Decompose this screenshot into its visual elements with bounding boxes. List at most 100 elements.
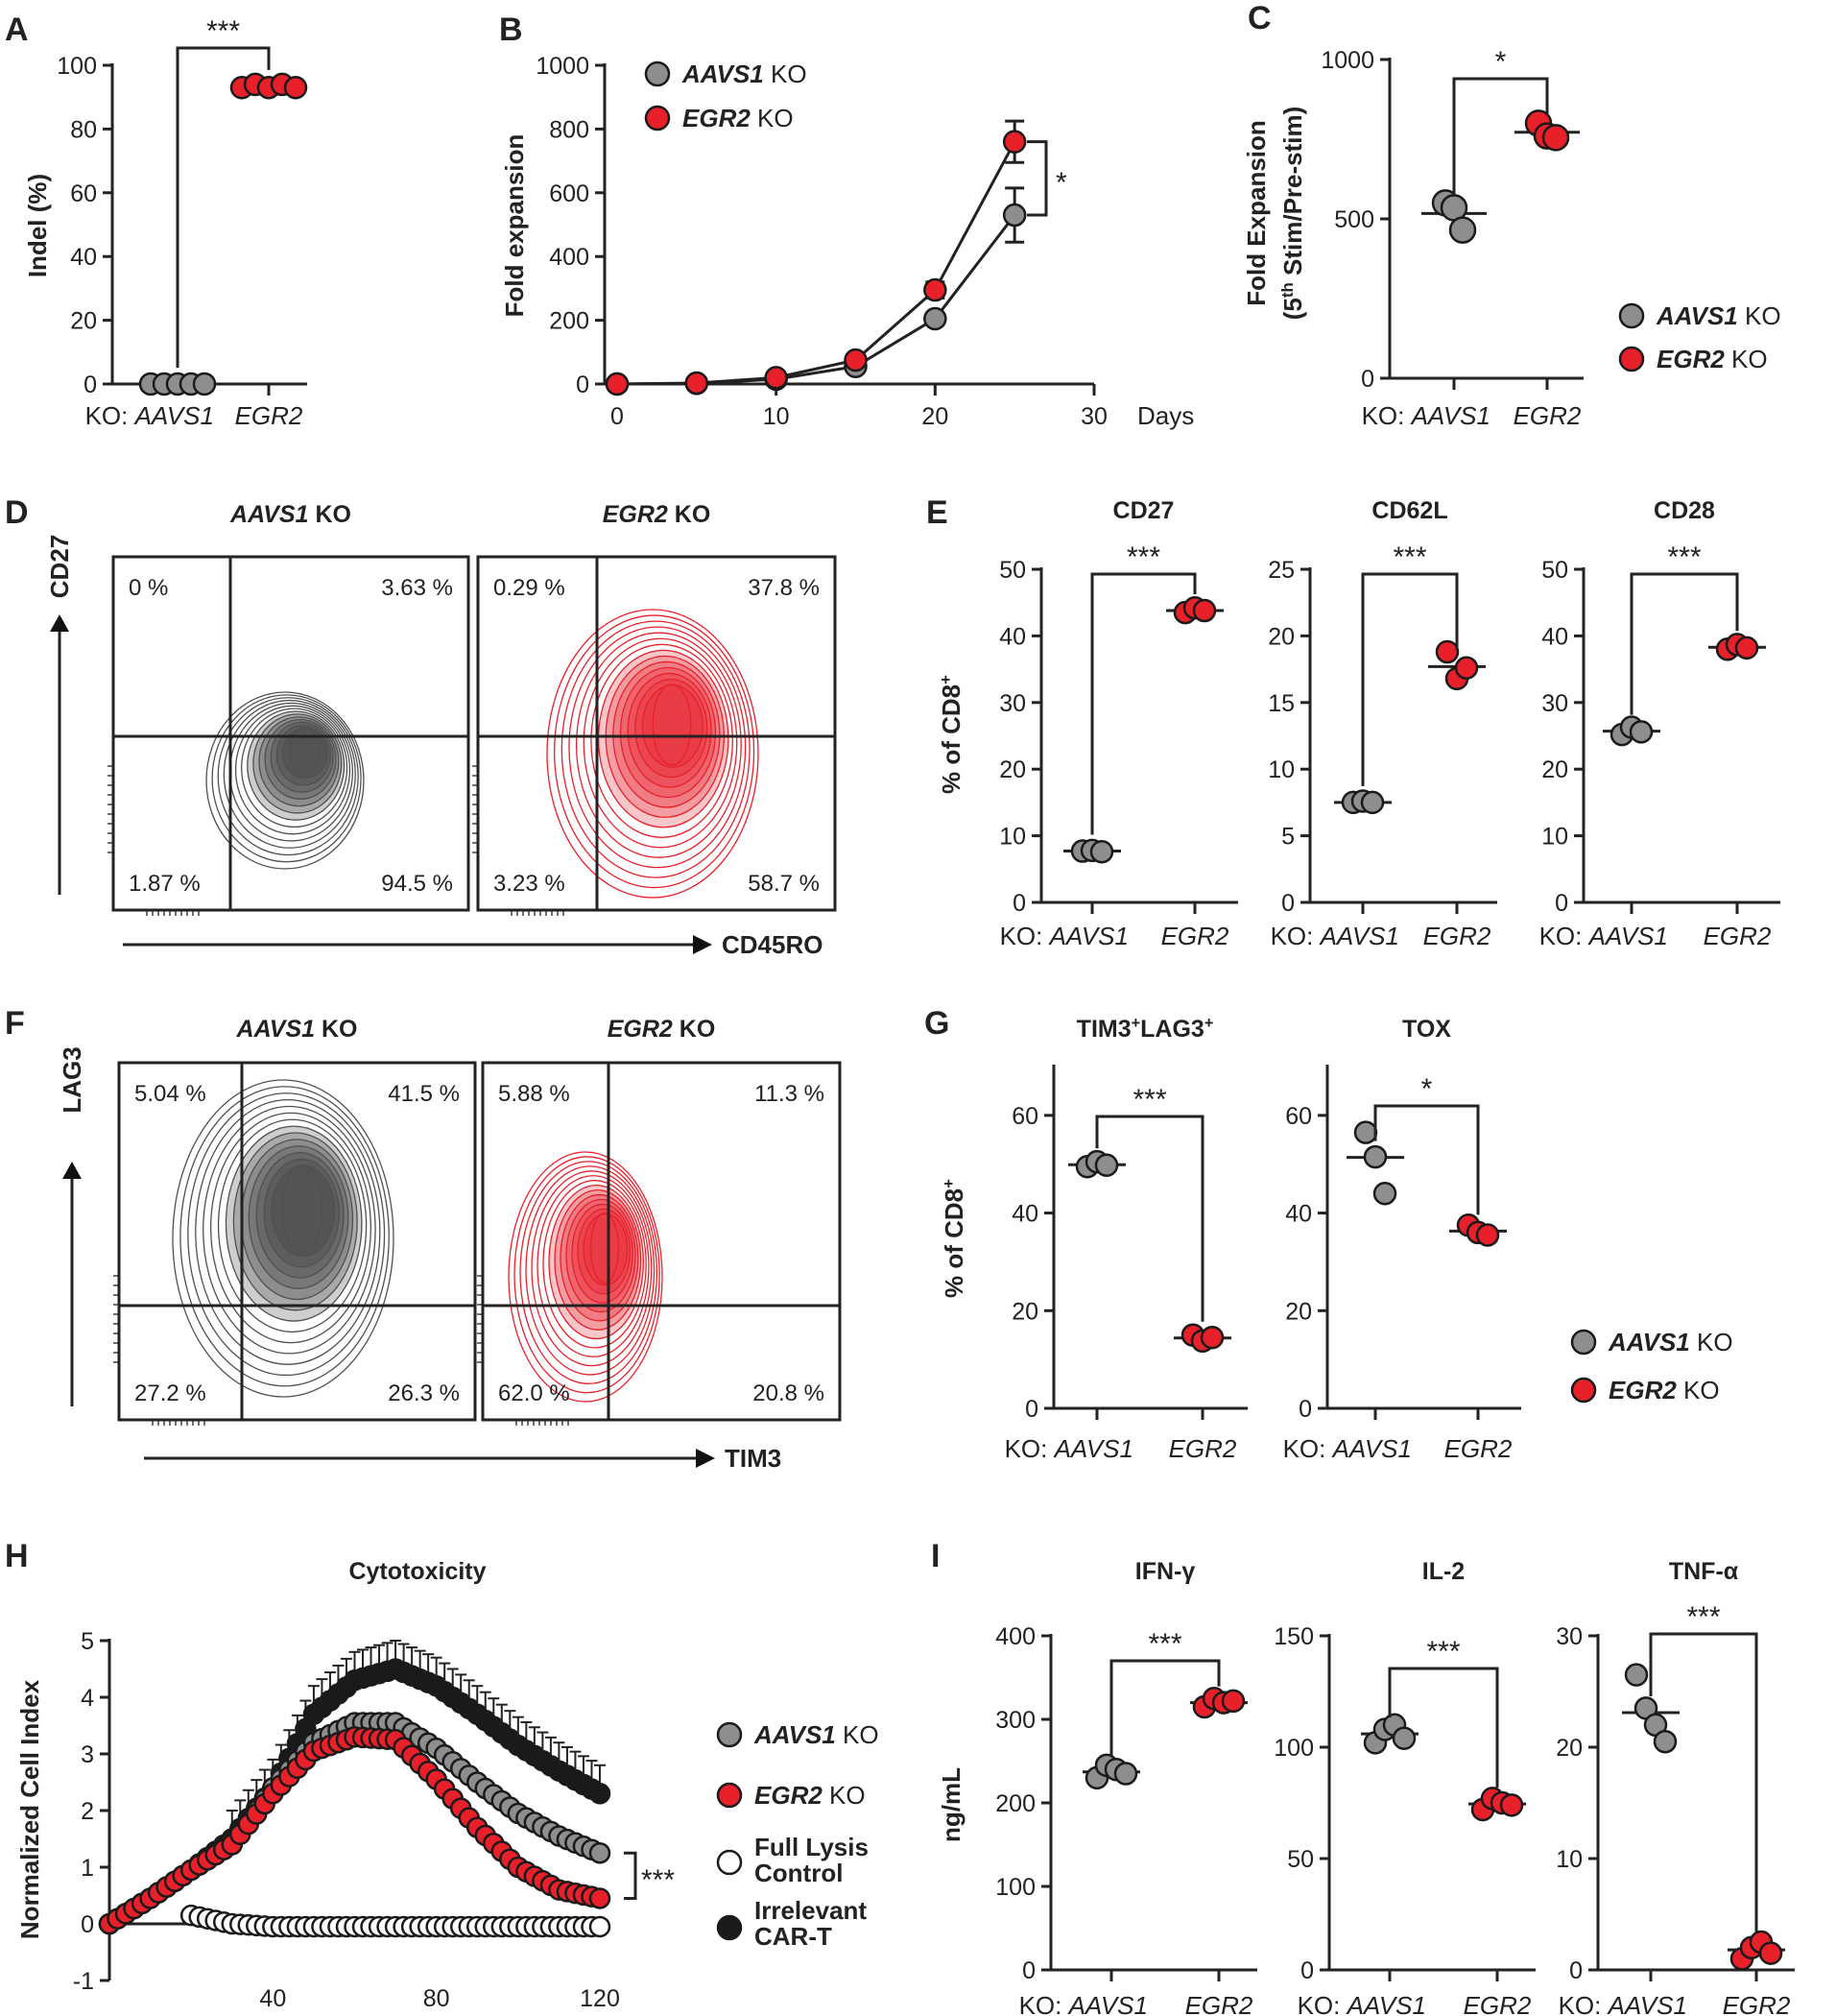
label-part: TIM3 <box>725 1444 781 1473</box>
label-part: AAVS1 <box>1053 1434 1133 1463</box>
D-contour-line <box>590 643 733 838</box>
label-part: LAG3 <box>1140 1016 1204 1043</box>
F-contour-line <box>536 1175 650 1357</box>
H-legend-marker <box>716 1721 743 1748</box>
A-y-tick-label: 100 <box>57 53 97 80</box>
I1-y-tick-label: 300 <box>995 1707 1036 1734</box>
I3-y-tick-label: 0 <box>1569 1957 1583 1984</box>
F-contour-line <box>513 1156 660 1394</box>
A-y-tick-label: 0 <box>83 372 97 398</box>
D-contour-line <box>234 705 351 835</box>
label-part: ng/mL <box>937 1767 966 1842</box>
C-sig-label: * <box>1495 46 1507 78</box>
B-y-tick-label: 600 <box>549 180 589 207</box>
D-contour-line <box>217 697 359 856</box>
label-part: AAVS1 <box>1608 1328 1690 1356</box>
A-sig-label: *** <box>206 15 240 47</box>
label-part: Fold expansion <box>500 134 529 318</box>
E2-y-tick-label: 0 <box>1281 890 1295 917</box>
D-plot-title: AAVS1 KO <box>229 501 351 528</box>
E-y-label: % of CD8+ <box>937 675 966 794</box>
E2-y-tick-label: 10 <box>1268 756 1295 783</box>
E2-sig-label: *** <box>1393 541 1426 573</box>
H-legend-text: AAVS1 KO <box>753 1720 879 1749</box>
I2-title: IL-2 <box>1422 1558 1465 1585</box>
label-part: AAVS1 <box>1067 1991 1148 2016</box>
H-legend-text: Full Lysis <box>754 1833 869 1861</box>
E1-category-label: EGR2 <box>1161 922 1229 950</box>
H-legend-marker <box>716 1914 743 1941</box>
panel-label-H: H <box>5 1538 29 1574</box>
F-contour-line <box>589 1212 620 1284</box>
G2-data-point <box>1372 1181 1397 1206</box>
G-y-label: % of CD8+ <box>940 1179 969 1298</box>
D-contour-box <box>111 555 470 912</box>
label-part: Full Lysis <box>754 1833 869 1861</box>
G2-y-tick-label: 0 <box>1299 1396 1312 1423</box>
label-part: EGR2 <box>1185 1991 1253 2016</box>
label-part: (5 <box>1278 298 1307 320</box>
F-plot-title: AAVS1 KO <box>236 1016 358 1043</box>
C-category-label: EGR2 <box>1514 401 1582 430</box>
B-data-point <box>1002 203 1027 228</box>
H-y-tick-label: 4 <box>81 1685 94 1712</box>
I1-sig-label: *** <box>1148 1628 1181 1660</box>
label-part: AAVS1 <box>236 1016 316 1043</box>
F-quadrant-ll: 62.0 % <box>498 1380 570 1406</box>
F-contour-line <box>560 1193 639 1322</box>
E3-sig-label: *** <box>1667 541 1701 573</box>
F-contour-line <box>542 1180 647 1349</box>
H-legend-text: CAR-T <box>754 1922 832 1951</box>
label-part: AAVS1 <box>1319 922 1399 950</box>
I1-data-point <box>1221 1689 1246 1714</box>
label-part: KO <box>1690 1328 1733 1356</box>
I3-data-point <box>1653 1729 1678 1754</box>
B-series-line <box>616 214 1016 386</box>
H-legend-text: EGR2 KO <box>754 1781 866 1810</box>
F-contour-line <box>565 1198 636 1313</box>
label-part: EGR2 <box>603 501 668 528</box>
label-part: KO: <box>1559 1991 1609 2016</box>
panel-label-A: A <box>5 12 29 48</box>
G2-data-point <box>1363 1144 1388 1169</box>
label-part: + <box>1204 1015 1214 1032</box>
I3-data-point <box>1758 1941 1783 1965</box>
G1-category-label: KO: AAVS1 <box>1005 1434 1133 1463</box>
H-y-tick-label: 2 <box>81 1798 94 1825</box>
F-quadrant-ul: 5.88 % <box>498 1081 570 1107</box>
I1-y-tick-label: 200 <box>995 1790 1036 1817</box>
I1-category-label: EGR2 <box>1185 1991 1253 2016</box>
G2-y-tick-label: 20 <box>1285 1298 1312 1325</box>
E3-data-point <box>1734 636 1759 660</box>
D-contour-line <box>289 726 320 778</box>
C-category-label: KO: AAVS1 <box>1362 401 1490 430</box>
E3-sig-bracket <box>1630 572 1739 715</box>
label-part: KO <box>309 501 351 528</box>
F-x-label: TIM3 <box>725 1444 781 1473</box>
I2-y-tick-label: 100 <box>1274 1735 1314 1762</box>
label-part: EGR2 <box>1423 922 1491 950</box>
I2-data-point <box>1392 1726 1417 1750</box>
label-part: TIM3 <box>1077 1016 1132 1043</box>
G2-y-tick-label: 60 <box>1285 1103 1312 1130</box>
D-quadrant-ur: 37.8 % <box>748 575 820 601</box>
A-category-label: KO: AAVS1 <box>85 401 214 430</box>
F-contour-line <box>217 1118 368 1333</box>
A-y-tick-label: 60 <box>70 180 97 207</box>
H-y-tick-label: -1 <box>73 1968 94 1995</box>
A-category-label: EGR2 <box>235 401 303 430</box>
label-part: KO <box>315 1016 357 1043</box>
I2-category-label: EGR2 <box>1464 1991 1532 2016</box>
I2-y-tick-label: 150 <box>1274 1623 1314 1650</box>
D-contour-line <box>241 708 348 828</box>
C-y-label: Fold Expansion <box>1242 120 1271 306</box>
E2-y-tick-label: 5 <box>1281 824 1295 851</box>
H-sig-label: *** <box>641 1864 675 1896</box>
B-data-point <box>844 348 868 372</box>
E1-data-point <box>1089 840 1114 864</box>
B-y-tick-label: 200 <box>549 308 589 335</box>
E3-y-tick-label: 10 <box>1541 824 1568 851</box>
label-part: % of CD8 <box>940 1188 968 1298</box>
F-contour-box <box>117 1061 477 1422</box>
E2-sig-bracket <box>1361 572 1459 786</box>
